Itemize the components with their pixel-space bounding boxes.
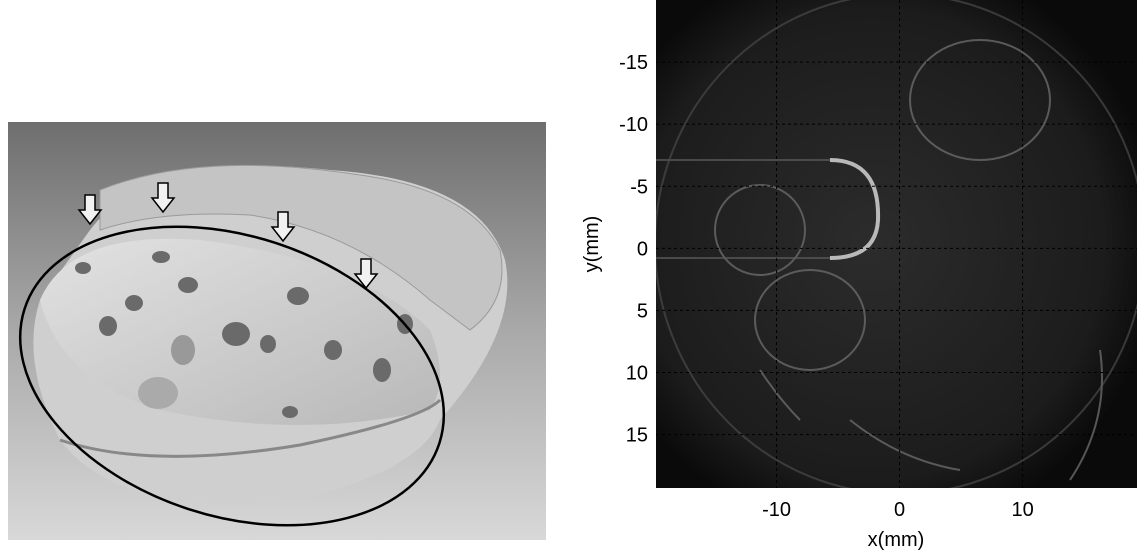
y-tick-label: 5 <box>637 300 648 322</box>
figure: -10 0 10 -15 -10 -5 0 5 10 15 x(mm) y(mm) <box>0 0 1137 551</box>
y-tick-label: -15 <box>619 52 648 74</box>
y-tick-label: -10 <box>619 114 648 136</box>
y-axis-label: y(mm) <box>581 216 603 273</box>
x-axis-label: x(mm) <box>868 529 925 551</box>
x-tick-label: -10 <box>762 499 791 521</box>
y-tick-label: 15 <box>626 425 648 447</box>
reconstruction-image <box>655 0 1137 494</box>
x-tick-label: 0 <box>894 499 905 521</box>
phantom-photo <box>0 122 546 551</box>
y-tick-label: 10 <box>626 363 648 385</box>
x-tick-label: 10 <box>1011 499 1033 521</box>
page: -10010-15-10-5051015 x(mm) y(mm) (() => … <box>0 0 1137 556</box>
y-tick-label: 0 <box>637 238 648 260</box>
y-tick-label: -5 <box>630 176 648 198</box>
